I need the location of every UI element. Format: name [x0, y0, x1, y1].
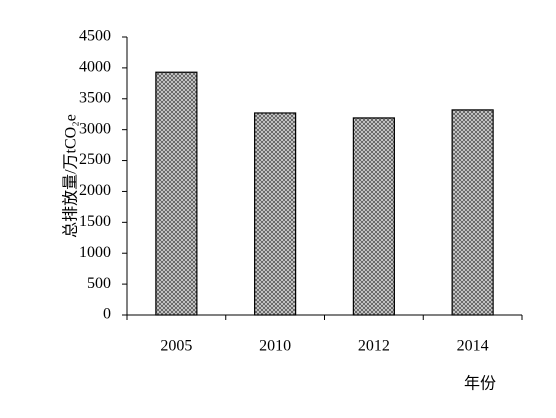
y-tick-label: 3000 [79, 120, 111, 137]
bar [451, 109, 494, 316]
y-tick-label: 1000 [79, 244, 111, 261]
y-tick-label: 0 [103, 306, 111, 323]
x-tick-label: 2005 [160, 338, 192, 355]
y-tick-label: 4500 [79, 28, 111, 45]
y-axis-label: 总排放量/万tCO₂e [62, 114, 80, 238]
x-axis-label: 年份 [464, 375, 496, 393]
y-tick-label: 500 [87, 275, 111, 292]
y-tick-label: 1500 [79, 213, 111, 230]
bar [155, 71, 198, 316]
x-tick-label: 2014 [457, 338, 489, 355]
bar [254, 112, 297, 316]
y-tick-label: 2500 [79, 151, 111, 168]
y-tick-label: 4000 [79, 59, 111, 76]
y-tick-label: 2000 [79, 182, 111, 199]
x-tick-label: 2010 [259, 338, 291, 355]
bar [352, 117, 395, 316]
x-tick-label: 2012 [358, 338, 390, 355]
y-tick-label: 3500 [79, 89, 111, 106]
